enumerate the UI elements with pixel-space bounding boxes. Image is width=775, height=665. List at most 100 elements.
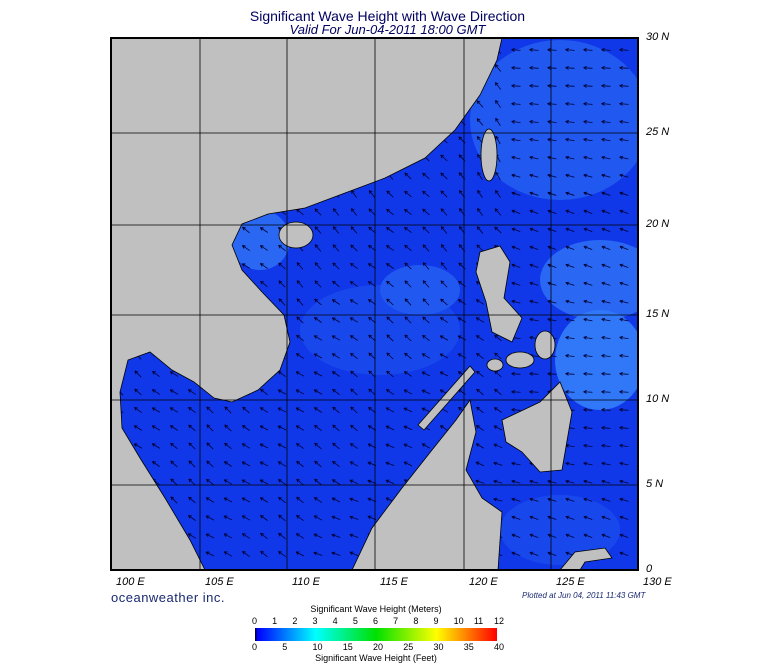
wave-direction-arrow xyxy=(224,406,232,414)
wave-direction-arrow xyxy=(511,66,521,70)
wave-direction-arrow xyxy=(296,460,304,468)
wave-direction-arrow xyxy=(457,335,467,341)
wave-direction-arrow xyxy=(313,335,323,341)
wave-direction-arrow xyxy=(296,262,304,270)
wave-direction-arrow xyxy=(529,173,539,178)
wave-direction-arrow xyxy=(619,408,629,412)
wave-direction-arrow xyxy=(529,263,539,268)
wave-direction-arrow xyxy=(170,442,178,450)
wave-direction-arrow xyxy=(547,372,557,376)
wave-direction-arrow xyxy=(583,335,593,340)
wave-direction-arrow xyxy=(332,424,340,432)
wave-direction-arrow xyxy=(565,191,575,196)
wave-direction-arrow xyxy=(278,280,286,288)
wave-direction-arrow xyxy=(511,155,521,160)
wave-direction-arrow xyxy=(242,550,250,558)
wave-direction-arrow xyxy=(313,533,323,539)
colorbar-meters-tick: 3 xyxy=(312,616,318,626)
wave-direction-arrow xyxy=(350,388,358,396)
wave-direction-arrow xyxy=(296,316,304,324)
wave-direction-arrow xyxy=(332,442,340,450)
wave-direction-arrow xyxy=(583,84,593,88)
wave-direction-arrow xyxy=(601,119,611,124)
wave-direction-arrow xyxy=(547,101,557,106)
mindanao xyxy=(501,381,573,473)
wave-direction-arrow xyxy=(403,389,413,395)
wave-direction-arrow xyxy=(259,407,269,413)
colorbar-meters-tick: 10 xyxy=(453,616,464,626)
wave-direction-arrow xyxy=(476,207,483,216)
wave-direction-arrow xyxy=(619,533,629,539)
colorbar-meters-tick: 1 xyxy=(272,616,278,626)
wave-direction-arrow xyxy=(404,244,412,252)
wave-direction-arrow xyxy=(583,245,593,251)
wave-direction-arrow xyxy=(349,497,359,502)
wave-direction-arrow xyxy=(619,227,629,233)
wave-direction-arrow xyxy=(421,353,431,359)
wave-direction-arrow xyxy=(386,352,394,360)
wave-direction-arrow xyxy=(494,64,502,72)
wave-direction-arrow xyxy=(440,262,448,270)
wave-direction-arrow xyxy=(223,497,233,503)
wave-direction-arrow xyxy=(619,425,629,430)
wave-direction-arrow xyxy=(511,479,521,484)
wave-direction-arrow xyxy=(565,173,575,178)
wave-direction-arrow xyxy=(583,461,593,466)
wave-direction-arrow xyxy=(259,263,268,269)
wave-direction-arrow xyxy=(170,496,178,504)
wave-direction-arrow xyxy=(223,551,233,557)
wave-direction-arrow xyxy=(529,515,539,520)
wave-direction-arrow xyxy=(386,190,394,198)
wave-direction-arrow xyxy=(259,479,269,485)
wave-direction-arrow xyxy=(349,317,359,323)
wave-direction-arrow xyxy=(313,353,323,359)
wave-direction-arrow xyxy=(439,335,449,341)
wave-direction-arrow xyxy=(511,47,521,52)
wave-direction-arrow xyxy=(349,443,358,449)
wave-direction-arrow xyxy=(529,299,539,304)
wave-direction-arrow xyxy=(260,514,268,521)
wave-direction-arrow xyxy=(422,280,430,288)
wave-direction-arrow xyxy=(619,317,629,322)
wave-direction-arrow xyxy=(619,119,629,124)
wave-direction-arrow xyxy=(583,281,593,286)
colorbar-title-feet: Significant Wave Height (Feet) xyxy=(315,653,437,663)
lon-label: 130 E xyxy=(643,576,672,588)
wave-direction-arrow xyxy=(404,280,412,288)
plotted-timestamp: Plotted at Jun 04, 2011 11:43 GMT xyxy=(522,591,646,600)
wave-direction-arrow xyxy=(601,66,611,70)
lon-label: 110 E xyxy=(292,576,320,588)
wave-direction-arrow xyxy=(188,424,196,432)
lon-label: 120 E xyxy=(469,576,498,588)
wave-direction-arrow xyxy=(583,515,593,520)
wave-direction-arrow xyxy=(619,209,629,214)
wave-direction-arrow xyxy=(331,335,341,341)
wave-direction-arrow xyxy=(422,208,430,216)
wave-direction-arrow xyxy=(313,551,323,556)
wave-direction-arrow xyxy=(583,263,593,268)
wave-direction-arrow xyxy=(565,353,575,358)
wave-direction-arrow xyxy=(547,479,557,484)
wave-direction-arrow xyxy=(421,389,431,395)
wave-direction-arrow xyxy=(619,497,629,502)
wave-direction-arrow xyxy=(547,119,557,124)
wave-direction-arrow xyxy=(259,497,269,503)
wave-direction-arrow xyxy=(601,443,611,448)
wave-direction-arrow xyxy=(295,407,305,413)
wave-direction-arrow xyxy=(477,189,483,198)
wave-direction-arrow xyxy=(385,479,395,485)
colorbar-feet-tick: 0 xyxy=(252,642,258,652)
wave-direction-arrow xyxy=(404,352,412,360)
colorbar-feet-tick: 30 xyxy=(433,642,444,652)
wave-direction-arrow xyxy=(476,352,484,359)
wave-direction-arrow xyxy=(601,372,611,376)
wave-direction-arrow xyxy=(350,262,358,270)
wave-direction-arrow xyxy=(601,47,611,52)
wave-direction-arrow xyxy=(547,47,557,52)
wave-direction-arrow xyxy=(511,84,521,88)
wave-direction-arrow xyxy=(151,407,161,413)
wave-direction-arrow xyxy=(188,442,196,450)
lon-label: 115 E xyxy=(380,576,408,588)
wave-direction-arrow xyxy=(313,316,322,323)
colorbar xyxy=(255,628,497,641)
